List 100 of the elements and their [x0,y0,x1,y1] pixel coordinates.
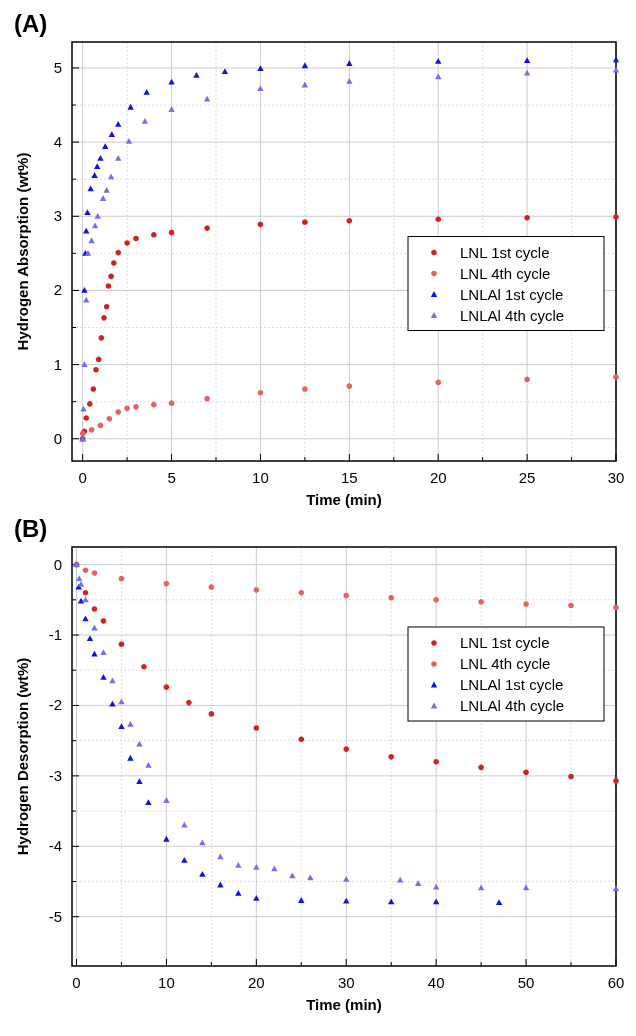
point [253,864,260,870]
point [81,361,88,367]
point [150,232,157,238]
point [524,376,530,383]
point [145,799,152,806]
point [163,684,170,690]
point [133,404,139,410]
point [91,570,98,576]
y-tick-label: 3 [53,207,62,225]
point [97,155,104,161]
point [235,890,242,896]
point [186,699,192,706]
point [106,415,113,422]
point [108,131,116,138]
point [203,95,211,102]
x-tick-label: 0 [78,469,87,486]
point [88,237,95,244]
point [181,856,188,863]
point [163,835,170,842]
point [133,235,139,242]
x-tick-label: 5 [167,469,176,486]
point [91,172,98,178]
point [346,217,353,224]
point [388,594,395,601]
y-tick-label: -2 [48,696,62,714]
point [125,137,133,144]
point [93,366,99,373]
point [84,209,91,215]
legend-label: LNL 4th cycle [460,264,551,282]
point [118,723,125,729]
point [94,212,101,219]
y-tick-label: -5 [48,907,62,925]
point [91,606,98,612]
y-tick-label: -4 [48,837,62,855]
point [523,769,529,776]
point [77,597,85,604]
point [257,389,264,396]
point [435,216,442,223]
chart-title: (A) [14,10,48,37]
point [257,85,264,92]
y-tick-label: 5 [53,58,62,76]
x-tick-label: 0 [72,974,81,991]
point [432,883,440,890]
point [235,861,242,868]
point [115,409,122,415]
point [124,240,130,246]
x-tick-label: 25 [518,469,536,486]
x-tick-label: 20 [247,974,265,991]
point [103,186,110,193]
point [163,580,170,587]
point [388,754,395,760]
point [97,422,104,429]
point [257,221,264,228]
point [253,895,260,901]
point [298,589,305,596]
point [301,62,309,69]
y-tick-label: 4 [53,133,62,151]
point [127,754,134,761]
point [100,673,107,680]
legend-label: LNL 1st cycle [460,243,550,261]
legend-label: LNLAl 1st cycle [460,676,564,693]
point [83,227,90,234]
point [103,303,110,310]
point [181,821,188,828]
point [143,89,150,95]
x-axis-title: Time (min) [306,491,382,508]
point [101,315,107,321]
point [343,897,350,904]
point [612,56,620,63]
x-tick-label: 30 [337,974,355,991]
point [298,897,305,903]
point [343,746,350,752]
x-tick-label: 10 [252,469,269,486]
point [105,283,112,289]
y-tick-label: 0 [53,429,62,447]
point [414,880,422,887]
chart-title: (B) [14,515,48,542]
point [612,885,620,891]
x-axis-title: Time (min) [306,996,382,1013]
x-tick-label: 20 [429,469,447,486]
y-tick-label: -1 [48,626,62,644]
point [204,225,210,231]
point [127,103,134,110]
point [75,575,83,582]
point [302,386,308,392]
x-tick-label: 40 [427,974,445,991]
point [150,401,157,408]
point [346,60,353,66]
point [221,68,229,75]
point [346,77,353,84]
legend-label: LNLAl 4th cycle [460,306,565,324]
point [435,379,442,386]
point [343,592,350,599]
point [118,641,125,647]
legend-label: LNL 4th cycle [460,655,551,672]
point [99,195,107,201]
point [613,777,619,784]
point [81,287,88,293]
point [109,677,116,684]
point [86,635,94,641]
